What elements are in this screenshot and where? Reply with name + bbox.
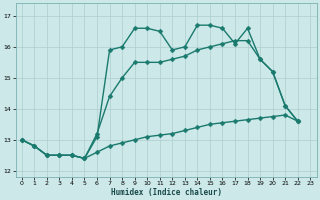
X-axis label: Humidex (Indice chaleur): Humidex (Indice chaleur) bbox=[110, 188, 221, 197]
